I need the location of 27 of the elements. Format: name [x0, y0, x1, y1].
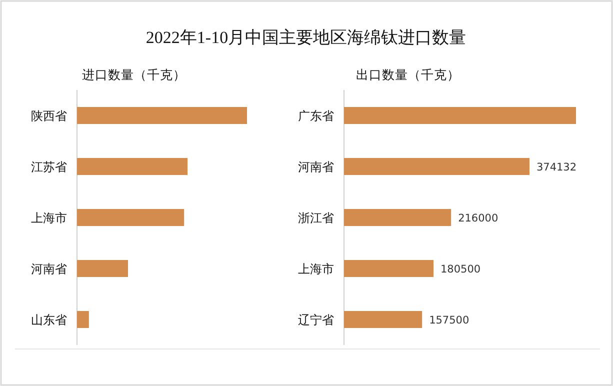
bar: [344, 107, 576, 124]
bar: [344, 158, 530, 175]
y-tick-label: 江苏省: [31, 160, 67, 174]
bar: [344, 209, 452, 226]
y-tick-label: 上海市: [298, 262, 334, 276]
data-label: 180500: [440, 264, 481, 276]
y-tick-label: 山东省: [31, 313, 67, 327]
text: 2022年1-10月中国主要地区海绵钛进口数量: [146, 28, 466, 47]
y-tick-label: 河南省: [31, 262, 67, 276]
data-label: 157500: [429, 314, 470, 326]
y-tick-label: 上海市: [31, 211, 67, 225]
chart-subtitle: 进口数量（千克）: [82, 67, 186, 82]
bar: [77, 107, 247, 124]
bar: [344, 311, 422, 328]
bar: [344, 260, 434, 277]
bar: [77, 260, 128, 277]
y-tick-label: 广东省: [298, 109, 334, 123]
y-tick-label: 浙江省: [298, 211, 334, 225]
data-label: 216000: [458, 212, 498, 224]
y-tick-label: 陕西省: [31, 109, 67, 123]
bar: [77, 209, 184, 226]
chart-subtitle: 出口数量（千克）: [356, 67, 460, 82]
bar: [77, 158, 188, 175]
data-label: 374132: [536, 162, 577, 174]
y-tick-label: 辽宁省: [298, 313, 334, 327]
bar: [77, 311, 89, 328]
y-tick-label: 河南省: [298, 160, 334, 174]
